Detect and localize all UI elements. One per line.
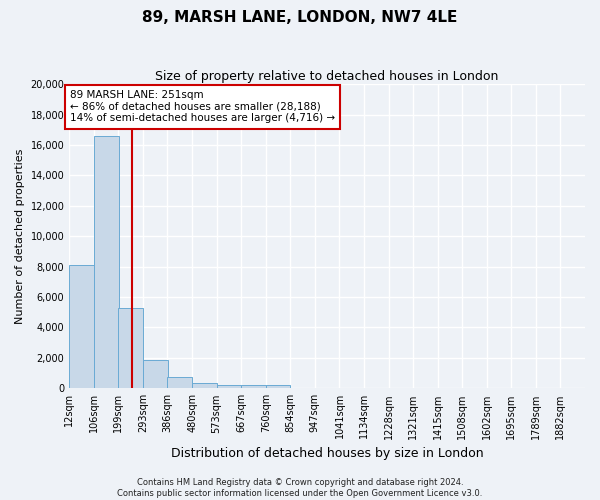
Bar [118,308,143,388]
X-axis label: Distribution of detached houses by size in London: Distribution of detached houses by size … [171,447,484,460]
Bar [266,386,290,388]
Bar [69,265,94,388]
Bar [94,136,119,388]
Y-axis label: Number of detached properties: Number of detached properties [15,148,25,324]
Text: 89 MARSH LANE: 251sqm
← 86% of detached houses are smaller (28,188)
14% of semi-: 89 MARSH LANE: 251sqm ← 86% of detached … [70,90,335,124]
Bar [167,377,192,388]
Bar [241,386,266,388]
Bar [192,384,217,388]
Bar [217,385,241,388]
Bar [143,360,168,388]
Text: Contains HM Land Registry data © Crown copyright and database right 2024.
Contai: Contains HM Land Registry data © Crown c… [118,478,482,498]
Title: Size of property relative to detached houses in London: Size of property relative to detached ho… [155,70,499,83]
Text: 89, MARSH LANE, LONDON, NW7 4LE: 89, MARSH LANE, LONDON, NW7 4LE [142,10,458,25]
